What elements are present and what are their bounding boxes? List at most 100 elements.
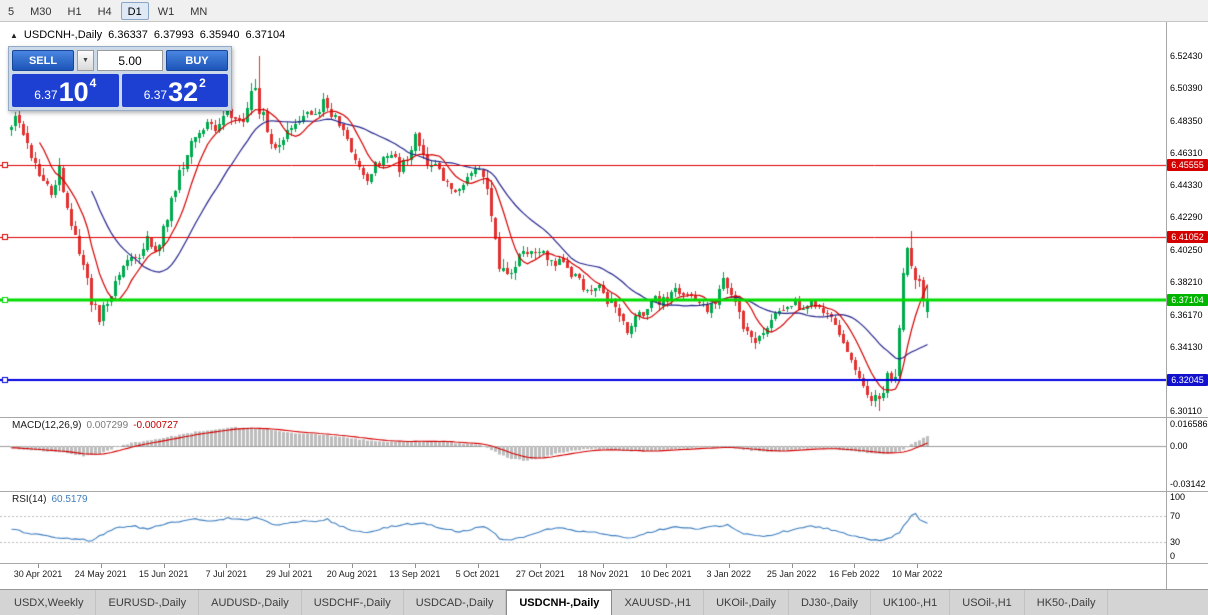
buy-button[interactable]: BUY: [166, 50, 228, 71]
price-axis-tick: 6.46310: [1170, 148, 1203, 159]
ohlc-open: 6.36337: [108, 29, 148, 41]
panel-separator-macd: [0, 417, 1208, 418]
ohlc-high: 6.37993: [153, 29, 194, 41]
symbol-tab-usdx-weekly[interactable]: USDX,Weekly: [2, 590, 97, 615]
price-axis-tick: 6.52430: [1170, 51, 1203, 61]
symbol-tab-ukoil-daily[interactable]: UKOil-,Daily: [704, 590, 789, 615]
macd-name: MACD(12,26,9): [12, 420, 82, 431]
time-axis-tick: [100, 564, 102, 568]
macd-indicator-label: MACD(12,26,9) 0.007299 -0.000727: [12, 420, 178, 431]
sell-price-point: 4: [89, 76, 97, 90]
timeframe-button-w1[interactable]: W1: [157, 5, 175, 18]
one-click-toggle-icon[interactable]: ▲: [10, 30, 18, 40]
timeframe-button-d1[interactable]: D1: [120, 1, 149, 20]
buy-price-point: 2: [199, 76, 206, 90]
price-axis-tick: 6.38210: [1170, 277, 1203, 288]
timeframe-toolbar: 5 M30 H1 H4 D1 W1 MN: [0, 0, 1208, 22]
panel-separator-bottom: [0, 563, 1208, 564]
time-axis-label: 30 Apr 2021: [13, 569, 63, 579]
symbol-tab-bar: USDX,Weekly EURUSD-,Daily AUDUSD-,Daily USD…: [0, 589, 1208, 615]
price-axis-tick: 6.34130: [1170, 341, 1203, 352]
price-axis-tick: 6.30110: [1170, 405, 1202, 416]
time-axis-tick: [917, 564, 919, 568]
time-axis-label: 10 Dec 2021: [640, 569, 692, 579]
time-axis-tick: [163, 564, 165, 568]
time-axis-label: 7 Jul 2021: [205, 569, 248, 579]
price-axis-tick: 6.44330: [1170, 179, 1203, 190]
ohlc-close: 6.37104: [245, 29, 286, 41]
macd-value-signal: -0.000727: [133, 420, 179, 431]
one-click-trading-panel: SELL ▼ BUY 6.37 10 4 6.37 32 2: [8, 46, 232, 111]
timeframe-button-mn[interactable]: MN: [190, 5, 208, 18]
time-axis-tick: [226, 564, 228, 568]
symbol-tab-usoil-h1[interactable]: USOil-,H1: [950, 590, 1025, 615]
macd-axis-tick: -0.03142: [1170, 479, 1206, 489]
price-axis-tick: 6.50390: [1170, 83, 1203, 94]
panel-separator-rsi: [0, 491, 1208, 492]
time-axis-label: 27 Oct 2021: [515, 569, 565, 579]
time-axis-tick: [540, 564, 542, 568]
macd-value-main: 0.007299: [86, 420, 129, 431]
time-axis-tick: [728, 564, 730, 568]
chevron-down-icon: ▼: [82, 57, 89, 64]
time-axis-tick: [603, 564, 605, 568]
buy-price-main: 6.37: [143, 88, 168, 102]
macd-axis-tick: 0.00: [1170, 441, 1188, 451]
price-axis-badge: 6.32045: [1167, 374, 1208, 387]
time-axis-tick: [414, 564, 416, 568]
sell-price-display[interactable]: 6.37 10 4: [12, 74, 119, 107]
time-axis-tick: [289, 564, 291, 568]
sell-price-main: 6.37: [34, 88, 58, 102]
symbol-tab-uk100-h1[interactable]: UK100-,H1: [871, 590, 951, 615]
timeframe-button-h4[interactable]: H4: [97, 5, 112, 18]
rsi-indicator-label: RSI(14) 60.5179: [12, 494, 88, 505]
rsi-name: RSI(14): [12, 494, 47, 505]
rsi-value: 60.5179: [51, 494, 88, 505]
time-axis-label: 3 Jan 2022: [706, 569, 752, 579]
time-axis-label: 24 May 2021: [74, 569, 127, 579]
volume-dropdown-button[interactable]: ▼: [77, 50, 94, 71]
volume-input[interactable]: [97, 50, 163, 71]
symbol-tab-usdcad-daily[interactable]: USDCAD-,Daily: [404, 590, 507, 615]
macd-axis-tick: 0.016586: [1170, 419, 1208, 429]
symbol-tab-eurusd-daily[interactable]: EURUSD-,Daily: [96, 590, 200, 615]
time-axis-label: 18 Nov 2021: [577, 569, 629, 579]
sell-button[interactable]: SELL: [12, 50, 74, 71]
price-axis-separator: [1166, 22, 1167, 589]
rsi-axis-tick: 30: [1170, 536, 1181, 547]
symbol-tab-usdchf-daily[interactable]: USDCHF-,Daily: [302, 590, 404, 615]
time-axis-label: 20 Aug 2021: [326, 569, 378, 579]
time-axis-tick: [477, 564, 479, 568]
time-axis-label: 16 Feb 2022: [829, 569, 880, 579]
rsi-axis-tick: 0: [1170, 551, 1176, 561]
price-axis-tick: 6.36170: [1170, 309, 1203, 320]
price-axis-tick: 6.42290: [1170, 212, 1203, 223]
chart-ohlc-header: ▲ USDCNH-,Daily 6.36337 6.37993 6.35940 …: [10, 29, 285, 41]
time-axis-tick: [666, 564, 667, 568]
symbol-tab-xauusd-h1[interactable]: XAUUSD-,H1: [612, 590, 705, 615]
time-axis-tick: [854, 564, 856, 568]
time-axis-label: 10 Mar 2022: [891, 569, 943, 579]
price-axis-badge: 6.37104: [1167, 293, 1208, 306]
sell-price-pips: 10: [58, 77, 89, 107]
time-axis-label: 29 Jul 2021: [265, 569, 313, 579]
symbol-tab-audusd-daily[interactable]: AUDUSD-,Daily: [199, 590, 302, 615]
timeframe-button-5[interactable]: 5: [8, 5, 15, 18]
time-axis-tick: [791, 564, 793, 568]
chart-canvas[interactable]: [0, 22, 1166, 563]
time-axis-tick: [38, 564, 39, 568]
time-axis-label: 15 Jun 2021: [138, 569, 189, 579]
timeframe-button-m30[interactable]: M30: [30, 5, 52, 18]
buy-price-display[interactable]: 6.37 32 2: [121, 74, 228, 107]
time-axis-tick: [352, 564, 353, 568]
rsi-axis-tick: 70: [1170, 511, 1181, 522]
price-axis-tick: 6.48350: [1170, 115, 1203, 126]
rsi-axis-tick: 100: [1170, 492, 1186, 502]
symbol-tab-hk50-daily[interactable]: HK50-,Daily: [1025, 590, 1109, 615]
time-axis-label: 13 Sep 2021: [389, 569, 441, 579]
symbol-tab-usdcnh-daily[interactable]: USDCNH-,Daily: [506, 590, 613, 615]
timeframe-button-h1[interactable]: H1: [67, 5, 82, 18]
chart-symbol-label: USDCNH-,Daily: [23, 29, 103, 41]
symbol-tab-dj30-daily[interactable]: DJ30-,Daily: [789, 590, 871, 615]
